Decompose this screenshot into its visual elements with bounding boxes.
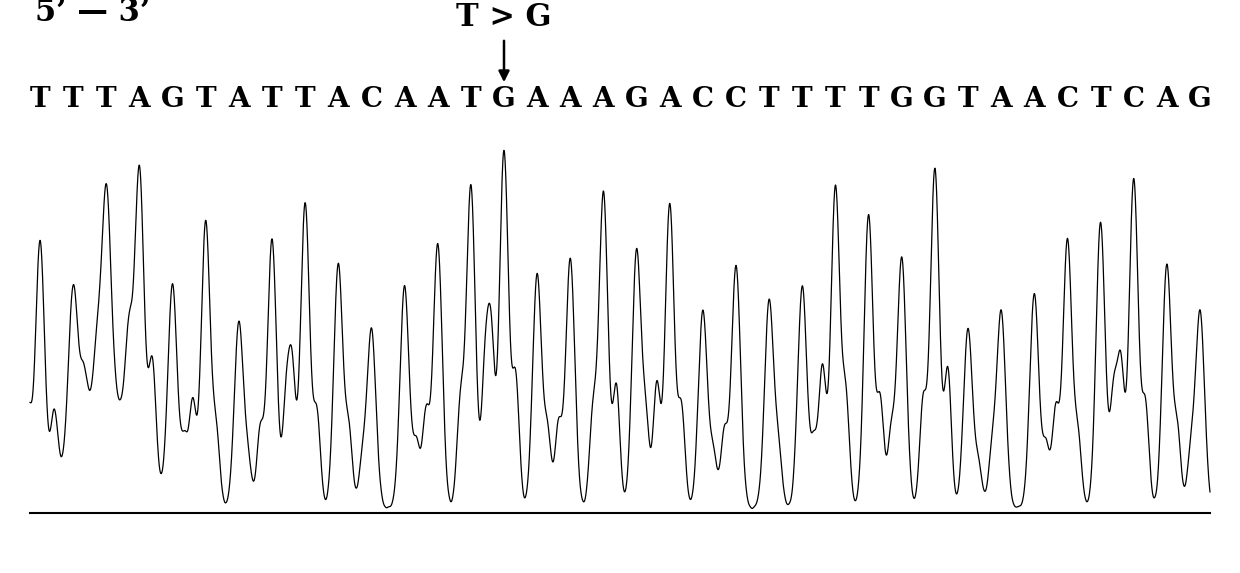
Text: T: T	[792, 86, 812, 113]
Text: A: A	[593, 86, 614, 113]
Text: T: T	[759, 86, 780, 113]
Text: C: C	[1122, 86, 1145, 113]
Text: T: T	[858, 86, 879, 113]
Text: A: A	[991, 86, 1012, 113]
Text: C: C	[361, 86, 382, 113]
Text: T: T	[95, 86, 117, 113]
Text: 5’ — 3’: 5’ — 3’	[35, 0, 150, 28]
Text: G: G	[492, 86, 516, 113]
Text: C: C	[1056, 86, 1079, 113]
Text: T: T	[196, 86, 216, 113]
Text: T: T	[460, 86, 481, 113]
Text: G: G	[625, 86, 649, 113]
Text: T: T	[30, 86, 51, 113]
Text: T: T	[262, 86, 283, 113]
Text: A: A	[658, 86, 681, 113]
Text: C: C	[725, 86, 746, 113]
Text: A: A	[1023, 86, 1045, 113]
Text: T: T	[1090, 86, 1111, 113]
Text: A: A	[129, 86, 150, 113]
Text: A: A	[228, 86, 249, 113]
Text: T: T	[295, 86, 315, 113]
Text: G: G	[890, 86, 914, 113]
Text: A: A	[559, 86, 582, 113]
Text: G: G	[1188, 86, 1211, 113]
Text: G: G	[923, 86, 946, 113]
Text: T: T	[825, 86, 846, 113]
Text: A: A	[427, 86, 449, 113]
Text: A: A	[327, 86, 350, 113]
Text: C: C	[692, 86, 714, 113]
Text: A: A	[526, 86, 548, 113]
Text: A: A	[394, 86, 415, 113]
Text: T > G: T > G	[456, 2, 552, 33]
Text: G: G	[161, 86, 185, 113]
Text: T: T	[957, 86, 978, 113]
Text: A: A	[1156, 86, 1178, 113]
Text: T: T	[63, 86, 83, 113]
